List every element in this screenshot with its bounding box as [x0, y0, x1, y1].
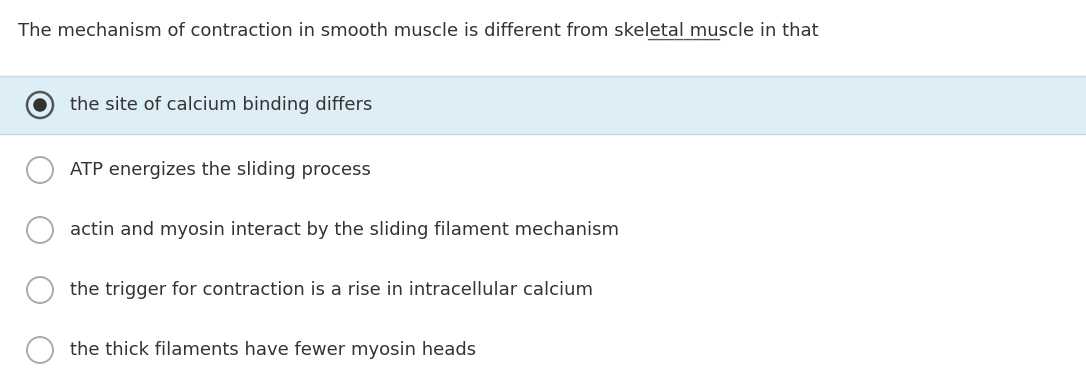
Text: ________.: ________.	[647, 22, 725, 40]
Circle shape	[34, 98, 47, 112]
Text: the site of calcium binding differs: the site of calcium binding differs	[70, 96, 372, 114]
Text: the trigger for contraction is a rise in intracellular calcium: the trigger for contraction is a rise in…	[70, 281, 593, 299]
Circle shape	[27, 92, 53, 118]
Text: actin and myosin interact by the sliding filament mechanism: actin and myosin interact by the sliding…	[70, 221, 619, 239]
Circle shape	[27, 337, 53, 363]
Text: the thick filaments have fewer myosin heads: the thick filaments have fewer myosin he…	[70, 341, 476, 359]
Text: The mechanism of contraction in smooth muscle is different from skeletal muscle : The mechanism of contraction in smooth m…	[18, 22, 824, 40]
Text: ATP energizes the sliding process: ATP energizes the sliding process	[70, 161, 371, 179]
Circle shape	[27, 217, 53, 243]
FancyBboxPatch shape	[0, 76, 1086, 134]
Circle shape	[27, 277, 53, 303]
Circle shape	[27, 157, 53, 183]
